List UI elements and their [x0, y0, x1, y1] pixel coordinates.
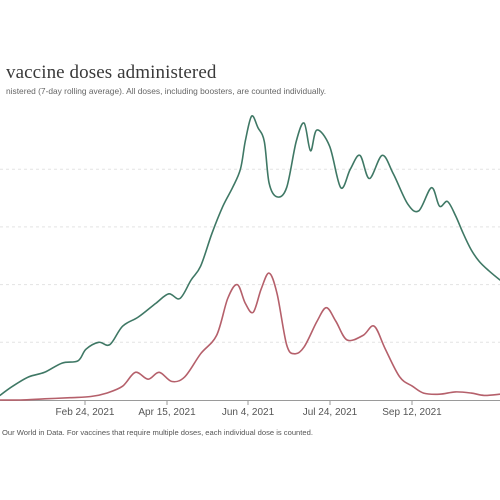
- series-lines: [0, 115, 500, 401]
- series-line-2: [0, 272, 500, 401]
- series-line-1: [0, 115, 500, 397]
- x-tick-label: Jul 24, 2021: [303, 407, 358, 418]
- x-axis: Feb 24, 2021 Apr 15, 2021 Jun 4, 2021 Jul 2…: [0, 400, 500, 418]
- source-note: Our World in Data. For vaccines that req…: [2, 428, 313, 437]
- x-tick-label: Apr 15, 2021: [138, 407, 196, 418]
- gridlines: [0, 168, 500, 343]
- x-tick-label: Sep 12, 2021: [382, 407, 442, 418]
- x-tick-label: Jun 4, 2021: [222, 407, 275, 418]
- line-chart: Feb 24, 2021 Apr 15, 2021 Jun 4, 2021 Jul 2…: [0, 115, 500, 418]
- chart-subtitle: nistered (7-day rolling average). All do…: [6, 86, 327, 96]
- x-tick-label: Feb 24, 2021: [56, 407, 115, 418]
- chart-title: vaccine doses administered: [6, 62, 217, 83]
